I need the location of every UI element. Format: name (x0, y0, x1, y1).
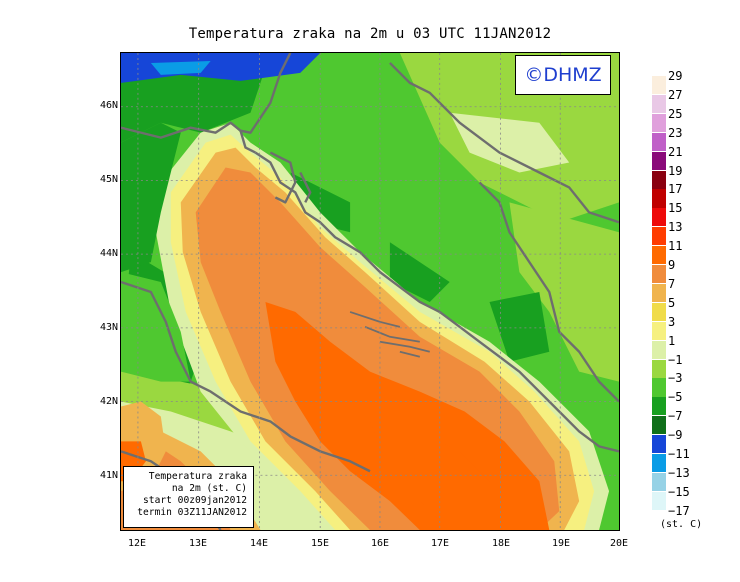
lat-label-42n: 42N (99, 396, 118, 407)
lon-label-17e: 17E (430, 538, 450, 549)
legend-label: 27 (668, 87, 683, 102)
legend-units: (st. C) (660, 519, 703, 530)
legend-label: 1 (668, 333, 676, 348)
legend-swatch (652, 113, 666, 132)
info-line-3: start 00z09jan2012 (143, 495, 247, 506)
legend-label: 9 (668, 258, 676, 272)
lat-label-44n: 44N (99, 248, 118, 259)
legend-label: 5 (668, 295, 676, 310)
legend-swatch (652, 189, 666, 208)
legend-label: −7 (668, 409, 683, 424)
legend-label: 21 (668, 144, 683, 159)
lon-label-12e: 12E (127, 538, 147, 549)
lon-label-18e: 18E (491, 538, 511, 549)
legend-label: 17 (668, 182, 683, 197)
legend-swatch (652, 397, 666, 416)
legend-label: −11 (668, 447, 690, 461)
lon-label-16e: 16E (370, 538, 390, 549)
legend-label: −17 (668, 503, 690, 518)
lat-label-45n: 45N (99, 174, 118, 185)
lon-label-14e: 14E (249, 538, 269, 549)
legend-swatch (652, 340, 666, 359)
legend-label: 25 (668, 106, 683, 121)
legend-label: 7 (668, 276, 676, 291)
legend-label: 19 (668, 163, 683, 178)
legend-label: 23 (668, 125, 683, 140)
legend-swatch (652, 94, 666, 114)
legend-label: 3 (668, 314, 676, 329)
legend-swatch (652, 302, 666, 321)
legend-label: −3 (668, 371, 683, 386)
legend-swatch (652, 359, 666, 378)
info-line-4: termin 03Z11JAN2012 (137, 507, 247, 518)
map-title: Temperatura zraka na 2m u 03 UTC 11JAN20… (188, 26, 552, 42)
legend-swatch (652, 283, 666, 303)
legend-label: 29 (668, 69, 683, 83)
lat-label-43n: 43N (99, 322, 118, 333)
legend-label: −1 (668, 352, 683, 367)
legend-swatch (652, 132, 666, 151)
info-line-1: Temperatura zraka (148, 471, 247, 482)
legend-swatch (652, 151, 666, 170)
legend-swatch (652, 227, 666, 246)
legend-label: −13 (668, 465, 690, 480)
legend-swatch (652, 170, 666, 189)
legend-swatch (652, 208, 666, 227)
legend-swatch (652, 472, 666, 492)
lon-label-13e: 13E (188, 538, 208, 549)
legend-label: −9 (668, 428, 683, 443)
legend-label: 15 (668, 201, 683, 216)
legend-swatch (652, 321, 666, 340)
dhmz-watermark: ©DHMZ (515, 55, 611, 95)
lat-label-41n: 41N (99, 470, 118, 481)
temperature-map: ©DHMZ Temperatura zraka na 2m (st. C) st… (120, 52, 620, 531)
lon-label-19e: 19E (551, 538, 571, 549)
legend-swatch (652, 76, 666, 95)
legend-swatch (652, 416, 666, 435)
info-box: Temperatura zraka na 2m (st. C) start 00… (123, 466, 254, 528)
legend-swatch (652, 491, 666, 510)
info-line-2: na 2m (st. C) (171, 483, 247, 494)
legend-swatch (652, 265, 666, 284)
legend-label: 13 (668, 220, 683, 235)
legend-swatch (652, 454, 666, 473)
lon-label-20e: 20E (609, 538, 629, 549)
legend-swatch (652, 246, 666, 265)
lat-label-46n: 46N (99, 100, 118, 111)
legend-label: 11 (668, 239, 683, 254)
legend-swatch (652, 435, 666, 454)
temperature-field (121, 53, 619, 530)
lon-label-15e: 15E (310, 538, 330, 549)
legend-label: −15 (668, 484, 690, 499)
legend-label: −5 (668, 390, 683, 405)
legend-swatch (652, 378, 666, 397)
